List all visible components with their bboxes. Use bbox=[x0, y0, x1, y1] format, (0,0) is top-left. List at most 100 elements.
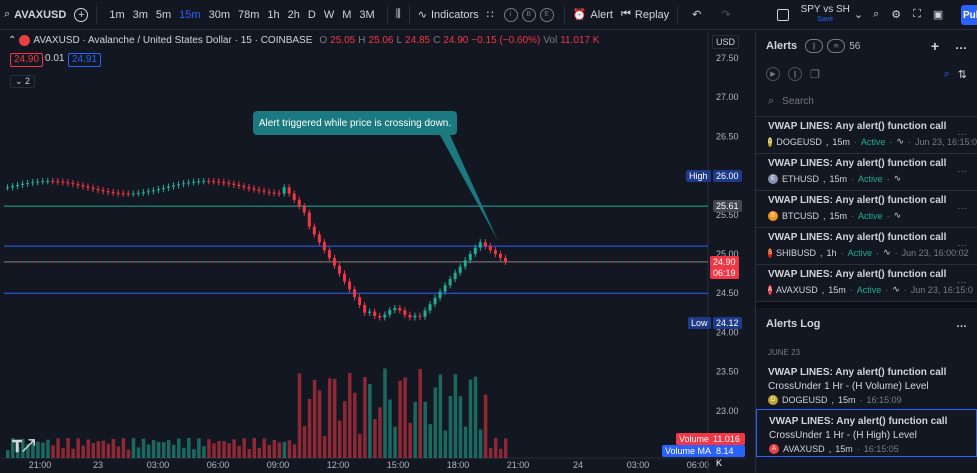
play-icon[interactable]: ▶ bbox=[766, 67, 780, 81]
candle-body bbox=[116, 192, 120, 194]
more-icon[interactable]: … bbox=[955, 38, 967, 52]
replay-button[interactable]: ⏮ Replay bbox=[617, 0, 673, 30]
candle-body bbox=[478, 242, 482, 248]
volume-ma-tag-label: Volume MA bbox=[662, 445, 715, 457]
low-label: L bbox=[396, 35, 403, 46]
alert-item[interactable]: VWAP LINES: Any alert() function call E ET… bbox=[756, 154, 977, 191]
volume-bar bbox=[212, 443, 216, 458]
timeframe-button[interactable]: 5m bbox=[155, 8, 172, 21]
symbol-search[interactable]: ⌕ AVAXUSD bbox=[0, 0, 70, 30]
templates-button[interactable]: ∷ bbox=[483, 0, 498, 30]
indicators-button[interactable]: ∿ Indicators bbox=[414, 0, 483, 30]
log-title: VWAP LINES: Any alert() function call bbox=[768, 367, 947, 378]
currency-selector[interactable]: USD bbox=[712, 35, 740, 49]
alert-more-icon[interactable]: … bbox=[957, 275, 967, 286]
price-chart[interactable]: 27.50 27.00 26.50 26.00 25.50 25.00 24.50 24.00… bbox=[0, 31, 745, 473]
timeframe-button[interactable]: M bbox=[342, 8, 352, 21]
spread-value: 0.01 bbox=[45, 53, 65, 64]
snapshot-button[interactable]: ▣ bbox=[927, 0, 949, 30]
collapse-arrow-icon[interactable]: ⌃ bbox=[8, 35, 17, 46]
alert-more-icon[interactable]: … bbox=[957, 238, 967, 249]
log-item[interactable]: VWAP LINES: Any alert() function call Cro… bbox=[756, 409, 977, 457]
indicator-count: 2 bbox=[25, 76, 31, 86]
volume-bar bbox=[498, 448, 503, 458]
candle-body bbox=[11, 186, 15, 188]
volume-bar bbox=[227, 443, 231, 458]
candle-body bbox=[393, 308, 397, 311]
volume-value: 11.017 K bbox=[560, 35, 600, 46]
timeframe-button[interactable]: 3M bbox=[359, 8, 375, 21]
timeframe-button[interactable]: 1h bbox=[267, 8, 280, 21]
compare-symbol-button[interactable]: + bbox=[70, 0, 92, 30]
timeframe-button[interactable]: 3m bbox=[132, 8, 148, 21]
copy-icon[interactable]: ❐ bbox=[810, 68, 820, 81]
alert-item[interactable]: VWAP LINES: Any alert() function call D DO… bbox=[756, 117, 977, 154]
candle-body bbox=[418, 315, 422, 317]
alert-more-icon[interactable]: … bbox=[957, 164, 967, 175]
divider bbox=[408, 5, 410, 24]
candle-body bbox=[171, 185, 175, 187]
alert-more-icon[interactable]: … bbox=[957, 127, 967, 138]
layout-selector[interactable]: SPY vs SH Save ⌄ bbox=[773, 0, 868, 30]
log-time: 16:15:05 bbox=[863, 444, 899, 454]
b-circle-icon[interactable]: B bbox=[521, 7, 536, 22]
volume-bar bbox=[343, 401, 347, 458]
chart-area[interactable]: 27.50 27.00 26.50 26.00 25.50 25.00 24.50 24.00… bbox=[0, 31, 745, 473]
alert-title: VWAP LINES: Any alert() function call bbox=[768, 232, 947, 243]
candle-body bbox=[443, 285, 447, 292]
candle-body bbox=[503, 257, 507, 262]
alerts-toggle-icon[interactable]: ∥ bbox=[805, 39, 824, 53]
alert-more-icon[interactable]: … bbox=[957, 201, 967, 212]
volume-bar bbox=[287, 440, 292, 458]
log-more-icon[interactable]: … bbox=[956, 318, 967, 330]
chart-count-icon[interactable]: ≋ bbox=[827, 39, 846, 53]
alert-item[interactable]: VWAP LINES: Any alert() function call A AV… bbox=[756, 265, 977, 302]
timeframe-button[interactable]: 78m bbox=[237, 8, 260, 21]
candle-body bbox=[126, 193, 130, 195]
alerts-search-input[interactable] bbox=[782, 96, 943, 107]
timeframe-button[interactable]: D bbox=[307, 8, 316, 21]
time-axis-label: 18:00 bbox=[447, 460, 470, 470]
candle-body bbox=[177, 184, 181, 186]
indicators-collapse-button[interactable]: ⌄ 2 bbox=[10, 75, 36, 88]
search-toggle-icon[interactable]: ⌕ bbox=[943, 67, 950, 80]
candle-body bbox=[222, 181, 226, 183]
sort-icon[interactable]: ⇅ bbox=[957, 68, 967, 81]
candle-body bbox=[453, 272, 457, 280]
alert-button[interactable]: ⏰ Alert bbox=[569, 0, 617, 30]
dot-separator: · bbox=[840, 247, 844, 258]
timeframe-button[interactable]: 1m bbox=[109, 8, 125, 21]
rewind-icon: ⏮ bbox=[621, 8, 631, 20]
log-item[interactable]: VWAP LINES: Any alert() function call Cro… bbox=[756, 361, 977, 409]
layout-square-icon bbox=[776, 8, 789, 21]
alert-details: D DOGEUSD, 15m · Active · ∿ · Jun 23, 16:15:0 bbox=[768, 136, 977, 147]
publish-button[interactable]: Pub bbox=[961, 5, 977, 25]
indicator-shortcuts: i B E bbox=[498, 0, 560, 30]
redo-button[interactable]: ↷ bbox=[711, 0, 740, 30]
e-circle-icon[interactable]: E bbox=[539, 7, 554, 22]
volume-bar bbox=[408, 422, 412, 458]
alert-item[interactable]: VWAP LINES: Any alert() function call S SH… bbox=[756, 228, 977, 265]
search-icon: ⌕ bbox=[768, 95, 775, 107]
timeframe-button[interactable]: 15m bbox=[179, 8, 201, 21]
alert-item[interactable]: VWAP LINES: Any alert() function call B BT… bbox=[756, 191, 977, 228]
buy-price-box[interactable]: 24.91 bbox=[68, 53, 102, 67]
quick-search-button[interactable]: ⌕ bbox=[867, 0, 885, 30]
settings-button[interactable]: ⚙ bbox=[885, 0, 907, 30]
chart-type-button[interactable]: ⫼ bbox=[392, 0, 405, 30]
pause-icon[interactable]: ∥ bbox=[788, 67, 802, 81]
candle-body bbox=[86, 186, 90, 188]
sell-price-box[interactable]: 24.90 bbox=[10, 53, 44, 67]
timeframe-button[interactable]: 30m bbox=[208, 8, 230, 21]
divider bbox=[96, 5, 98, 24]
timeframe-button[interactable]: 2h bbox=[287, 8, 300, 21]
undo-button[interactable]: ↶ bbox=[682, 0, 711, 30]
fullscreen-button[interactable]: ⛶ bbox=[907, 0, 927, 30]
candle-body bbox=[151, 190, 155, 192]
timeframe-button[interactable]: W bbox=[323, 8, 335, 21]
volume-bar bbox=[86, 439, 90, 458]
info-circle-icon[interactable]: i bbox=[503, 7, 518, 22]
volume-bar bbox=[21, 438, 25, 458]
volume-bar bbox=[202, 446, 206, 458]
add-alert-button[interactable]: + bbox=[930, 38, 939, 54]
